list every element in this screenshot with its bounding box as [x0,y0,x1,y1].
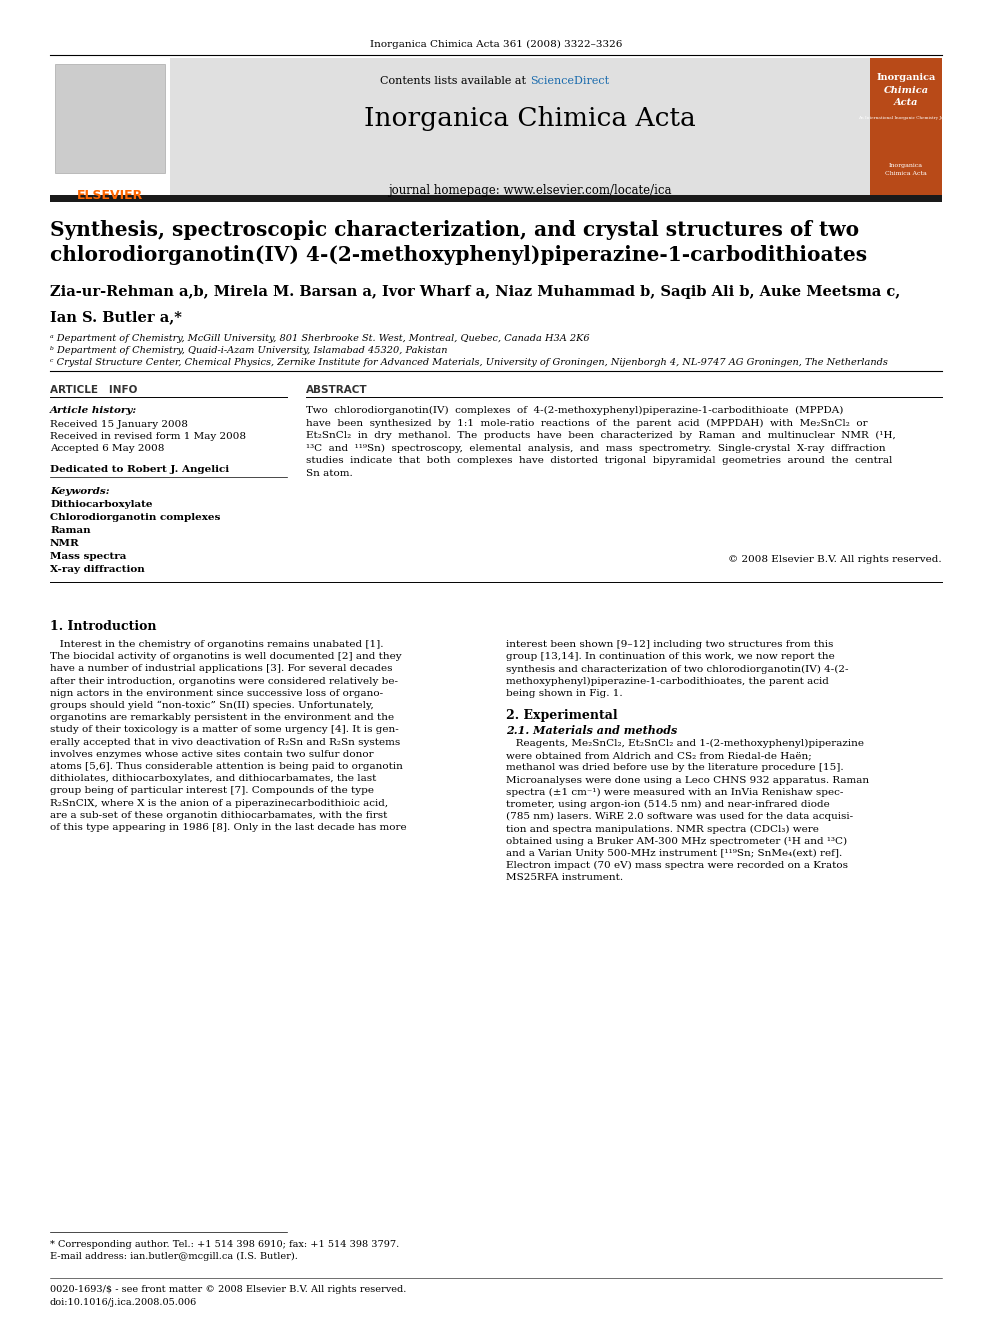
Text: Article history:: Article history: [50,406,137,415]
Text: R₂SnClX, where X is the anion of a piperazinecarbodithioic acid,: R₂SnClX, where X is the anion of a piper… [50,799,388,807]
Text: ᵇ Department of Chemistry, Quaid-i-Azam University, Islamabad 45320, Pakistan: ᵇ Department of Chemistry, Quaid-i-Azam … [50,347,447,355]
Text: Sn atom.: Sn atom. [306,468,353,478]
Text: Interest in the chemistry of organotins remains unabated [1].: Interest in the chemistry of organotins … [50,640,384,650]
Text: The biocidal activity of organotins is well documented [2] and they: The biocidal activity of organotins is w… [50,652,402,662]
Text: tion and spectra manipulations. NMR spectra (CDCl₃) were: tion and spectra manipulations. NMR spec… [506,824,818,833]
Text: © 2008 Elsevier B.V. All rights reserved.: © 2008 Elsevier B.V. All rights reserved… [728,556,942,564]
Text: Inorganica: Inorganica [876,73,935,82]
Text: Contents lists available at: Contents lists available at [381,75,530,86]
Text: Dithiocarboxylate: Dithiocarboxylate [50,500,153,509]
Text: Et₂SnCl₂  in  dry  methanol.  The  products  have  been  characterized  by  Rama: Et₂SnCl₂ in dry methanol. The products h… [306,431,896,441]
Text: were obtained from Aldrich and CS₂ from Riedal-de Haën;: were obtained from Aldrich and CS₂ from … [506,751,811,761]
Text: E-mail address: ian.butler@mcgill.ca (I.S. Butler).: E-mail address: ian.butler@mcgill.ca (I.… [50,1252,298,1261]
Text: interest been shown [9–12] including two structures from this: interest been shown [9–12] including two… [506,640,833,650]
Text: being shown in Fig. 1.: being shown in Fig. 1. [506,689,623,697]
Text: obtained using a Bruker AM-300 MHz spectrometer (¹H and ¹³C): obtained using a Bruker AM-300 MHz spect… [506,836,847,845]
Text: ScienceDirect: ScienceDirect [530,75,609,86]
Text: Dedicated to Robert J. Angelici: Dedicated to Robert J. Angelici [50,464,229,474]
Text: ¹³C  and  ¹¹⁹Sn)  spectroscopy,  elemental  analysis,  and  mass  spectrometry. : ¹³C and ¹¹⁹Sn) spectroscopy, elemental a… [306,443,886,452]
Text: ARTICLE   INFO: ARTICLE INFO [50,385,137,396]
Text: Electron impact (70 eV) mass spectra were recorded on a Kratos: Electron impact (70 eV) mass spectra wer… [506,861,848,871]
Text: group [13,14]. In continuation of this work, we now report the: group [13,14]. In continuation of this w… [506,652,834,662]
Text: nign actors in the environment since successive loss of organo-: nign actors in the environment since suc… [50,689,383,697]
Text: * Corresponding author. Tel.: +1 514 398 6910; fax: +1 514 398 3797.: * Corresponding author. Tel.: +1 514 398… [50,1240,399,1249]
Text: Raman: Raman [50,527,90,534]
Text: spectra (±1 cm⁻¹) were measured with an InVia Renishaw spec-: spectra (±1 cm⁻¹) were measured with an … [506,787,843,796]
Text: 0020-1693/$ - see front matter © 2008 Elsevier B.V. All rights reserved.: 0020-1693/$ - see front matter © 2008 El… [50,1285,407,1294]
Bar [870,58,942,194]
Bar [170,58,870,194]
Text: Chlorodiorganotin complexes: Chlorodiorganotin complexes [50,513,220,523]
Text: journal homepage: www.elsevier.com/locate/ica: journal homepage: www.elsevier.com/locat… [388,184,672,197]
Text: Microanalyses were done using a Leco CHNS 932 apparatus. Raman: Microanalyses were done using a Leco CHN… [506,775,869,785]
Text: NMR: NMR [50,538,79,548]
Text: methoxyphenyl)piperazine-1-carbodithioates, the parent acid: methoxyphenyl)piperazine-1-carbodithioat… [506,676,829,685]
Text: 1. Introduction: 1. Introduction [50,620,157,632]
Text: have  been  synthesized  by  1:1  mole-ratio  reactions  of  the  parent  acid  : have been synthesized by 1:1 mole-ratio … [306,418,868,427]
Text: dithiolates, dithiocarboxylates, and dithiocarbamates, the last: dithiolates, dithiocarboxylates, and dit… [50,774,376,783]
Bar [50,194,942,202]
Text: chlorodiorganotin(IV) 4-(2-methoxyphenyl)piperazine-1-carbodithioates: chlorodiorganotin(IV) 4-(2-methoxyphenyl… [50,245,867,265]
Text: group being of particular interest [7]. Compounds of the type: group being of particular interest [7]. … [50,786,374,795]
Text: Inorganica: Inorganica [889,163,923,168]
Text: (785 nm) lasers. WiRE 2.0 software was used for the data acquisi-: (785 nm) lasers. WiRE 2.0 software was u… [506,812,853,822]
Text: An International Inorganic Chemistry Journal: An International Inorganic Chemistry Jou… [857,116,954,120]
Text: Mass spectra: Mass spectra [50,552,126,561]
Text: erally accepted that in vivo deactivation of R₂Sn and R₂Sn systems: erally accepted that in vivo deactivatio… [50,738,400,746]
Text: study of their toxicology is a matter of some urgency [4]. It is gen-: study of their toxicology is a matter of… [50,725,399,734]
Text: involves enzymes whose active sites contain two sulfur donor: involves enzymes whose active sites cont… [50,750,374,759]
Text: 2. Experimental: 2. Experimental [506,709,618,722]
Text: ᵃ Department of Chemistry, McGill University, 801 Sherbrooke St. West, Montreal,: ᵃ Department of Chemistry, McGill Univer… [50,333,589,343]
Text: Accepted 6 May 2008: Accepted 6 May 2008 [50,445,165,452]
Text: Synthesis, spectroscopic characterization, and crystal structures of two: Synthesis, spectroscopic characterizatio… [50,220,859,239]
Text: MS25RFA instrument.: MS25RFA instrument. [506,873,623,882]
Text: are a sub-set of these organotin dithiocarbamates, with the first: are a sub-set of these organotin dithioc… [50,811,387,820]
Bar [50,58,170,194]
Text: Two  chlorodiorganotin(IV)  complexes  of  4-(2-methoxyphenyl)piperazine-1-carbo: Two chlorodiorganotin(IV) complexes of 4… [306,406,843,415]
Text: Ian S. Butler a,*: Ian S. Butler a,* [50,310,182,324]
Text: after their introduction, organotins were considered relatively be-: after their introduction, organotins wer… [50,676,398,685]
Text: ABSTRACT: ABSTRACT [306,385,368,396]
Text: synthesis and characterization of two chlorodiorganotin(IV) 4-(2-: synthesis and characterization of two ch… [506,664,848,673]
Text: Received in revised form 1 May 2008: Received in revised form 1 May 2008 [50,433,246,441]
Text: ELSEVIER: ELSEVIER [76,189,143,202]
Text: methanol was dried before use by the literature procedure [15].: methanol was dried before use by the lit… [506,763,843,773]
Bar [55,64,165,173]
Text: Inorganica Chimica Acta 361 (2008) 3322–3326: Inorganica Chimica Acta 361 (2008) 3322–… [370,40,622,49]
Text: trometer, using argon-ion (514.5 nm) and near-infrared diode: trometer, using argon-ion (514.5 nm) and… [506,800,829,810]
Text: Zia-ur-Rehman a,b, Mirela M. Barsan a, Ivor Wharf a, Niaz Muhammad b, Saqib Ali : Zia-ur-Rehman a,b, Mirela M. Barsan a, I… [50,284,901,299]
Text: have a number of industrial applications [3]. For several decades: have a number of industrial applications… [50,664,393,673]
Text: doi:10.1016/j.ica.2008.05.006: doi:10.1016/j.ica.2008.05.006 [50,1298,197,1307]
Text: and a Varian Unity 500-MHz instrument [¹¹⁹Sn; SnMe₄(ext) ref].: and a Varian Unity 500-MHz instrument [¹… [506,849,842,857]
Text: Received 15 January 2008: Received 15 January 2008 [50,419,187,429]
Text: Chimica: Chimica [884,86,929,95]
Text: 2.1. Materials and methods: 2.1. Materials and methods [506,725,678,736]
Text: Keywords:: Keywords: [50,487,110,496]
Text: Chimica Acta: Chimica Acta [885,171,927,176]
Text: of this type appearing in 1986 [8]. Only in the last decade has more: of this type appearing in 1986 [8]. Only… [50,823,407,832]
Text: Inorganica Chimica Acta: Inorganica Chimica Acta [364,106,695,131]
Text: Reagents, Me₂SnCl₂, Et₂SnCl₂ and 1-(2-methoxyphenyl)piperazine: Reagents, Me₂SnCl₂, Et₂SnCl₂ and 1-(2-me… [506,740,864,747]
Text: studies  indicate  that  both  complexes  have  distorted  trigonal  bipyramidal: studies indicate that both complexes hav… [306,456,893,464]
Text: groups should yield “non-toxic” Sn(II) species. Unfortunately,: groups should yield “non-toxic” Sn(II) s… [50,701,374,710]
Text: ᶜ Crystal Structure Center, Chemical Physics, Zernike Institute for Advanced Mat: ᶜ Crystal Structure Center, Chemical Phy… [50,359,888,366]
Text: atoms [5,6]. Thus considerable attention is being paid to organotin: atoms [5,6]. Thus considerable attention… [50,762,403,771]
Text: Acta: Acta [894,98,919,107]
Text: X-ray diffraction: X-ray diffraction [50,565,145,574]
Text: organotins are remarkably persistent in the environment and the: organotins are remarkably persistent in … [50,713,394,722]
